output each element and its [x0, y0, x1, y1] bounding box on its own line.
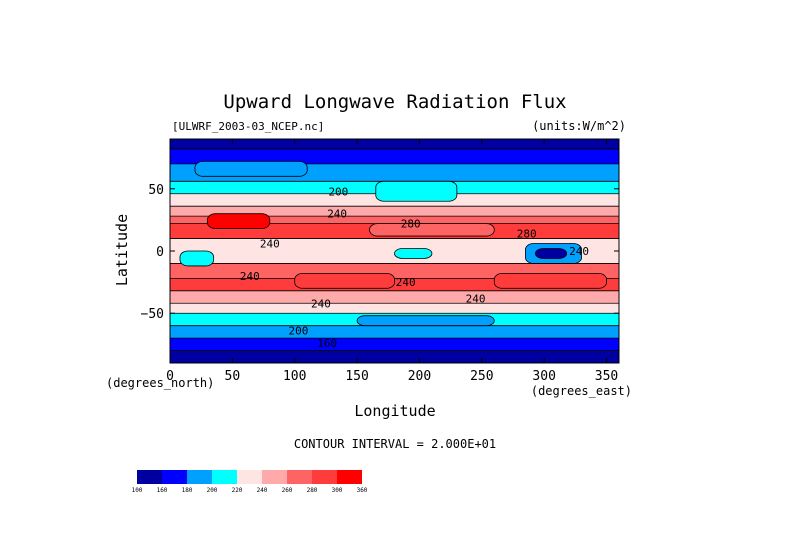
contour-region	[207, 213, 271, 230]
contour-label: 240	[569, 245, 589, 258]
lat-band	[170, 148, 619, 164]
x-unit-label: (degrees_east)	[531, 384, 632, 398]
y-axis-label: Latitude	[113, 214, 131, 286]
colorbar-swatch	[212, 470, 237, 484]
y-unit-label: (degrees_north)	[106, 376, 214, 390]
lat-band	[170, 216, 619, 224]
contour-label: 160	[317, 337, 337, 350]
colorbar-label: 300	[332, 487, 343, 494]
lat-band	[170, 139, 619, 149]
colorbar-label: 260	[282, 487, 293, 494]
lat-band	[170, 325, 619, 339]
contour-label: 280	[401, 218, 421, 231]
chart-title: Upward Longwave Radiation Flux	[223, 91, 566, 113]
colorbar-swatch	[337, 470, 362, 484]
colorbar-swatch	[162, 470, 187, 484]
x-tick-label: 250	[470, 369, 493, 384]
x-tick-label: 0	[166, 369, 174, 384]
contour-label: 240	[260, 238, 280, 251]
x-tick-label: 200	[408, 369, 431, 384]
colorbar-swatch	[137, 470, 162, 484]
units-label: (units:W/m^2)	[532, 119, 626, 133]
contour-label: 240	[327, 208, 347, 221]
source-label: [ULWRF_2003-03_NCEP.nc]	[172, 120, 324, 133]
x-tick-label: 300	[532, 369, 555, 384]
colorbar: 100 160 180 200 220 240 260 280 300 360	[132, 470, 368, 494]
lat-band	[170, 350, 619, 363]
lat-band	[170, 338, 619, 351]
y-tick-label: 0	[156, 245, 164, 260]
contour-region	[179, 250, 215, 267]
contour-region	[294, 272, 395, 289]
colorbar-label: 240	[257, 487, 268, 494]
contour-label: 240	[240, 270, 260, 283]
x-axis-label: Longitude	[354, 402, 435, 420]
axis-ticks: 0 50 100 150 200 250 300 350 50 0 −50	[141, 139, 619, 384]
colorbar-label: 180	[182, 487, 193, 494]
contour-region	[394, 248, 433, 259]
lat-band	[170, 303, 619, 314]
y-tick-label: 50	[148, 183, 164, 198]
contour-label: 240	[466, 292, 486, 305]
contour-region	[194, 160, 308, 177]
contour-region	[369, 223, 495, 237]
colorbar-label: 100	[132, 487, 143, 494]
contour-region	[356, 315, 495, 327]
contour-region	[535, 248, 568, 259]
colorbar-label: 160	[157, 487, 168, 494]
colorbar-swatch	[237, 470, 262, 484]
colorbar-swatch	[262, 470, 287, 484]
plot-fill	[170, 139, 619, 363]
lat-band	[170, 290, 619, 304]
contour-region	[493, 272, 607, 289]
contour-region	[375, 180, 458, 202]
lat-band	[170, 206, 619, 217]
colorbar-label: 220	[232, 487, 243, 494]
x-tick-label: 150	[345, 369, 368, 384]
contour-label: 200	[289, 325, 309, 338]
contour-label: 240	[396, 276, 416, 289]
x-tick-label: 50	[225, 369, 241, 384]
contour-label: 200	[328, 185, 348, 198]
colorbar-label: 200	[207, 487, 218, 494]
colorbar-label: 360	[357, 487, 368, 494]
x-tick-label: 100	[283, 369, 306, 384]
y-tick-label: −50	[141, 307, 164, 322]
contour-interval-text: CONTOUR INTERVAL = 2.000E+01	[294, 437, 496, 451]
contour-label: 240	[311, 297, 331, 310]
contour-label: 280	[517, 228, 537, 241]
contour-labels: 200 240 280 280 240 240 240 240 240 240 200 160	[240, 185, 589, 350]
colorbar-swatch	[287, 470, 312, 484]
colorbar-swatch	[312, 470, 337, 484]
x-tick-label: 350	[595, 369, 618, 384]
colorbar-swatch	[187, 470, 212, 484]
colorbar-label: 280	[307, 487, 318, 494]
